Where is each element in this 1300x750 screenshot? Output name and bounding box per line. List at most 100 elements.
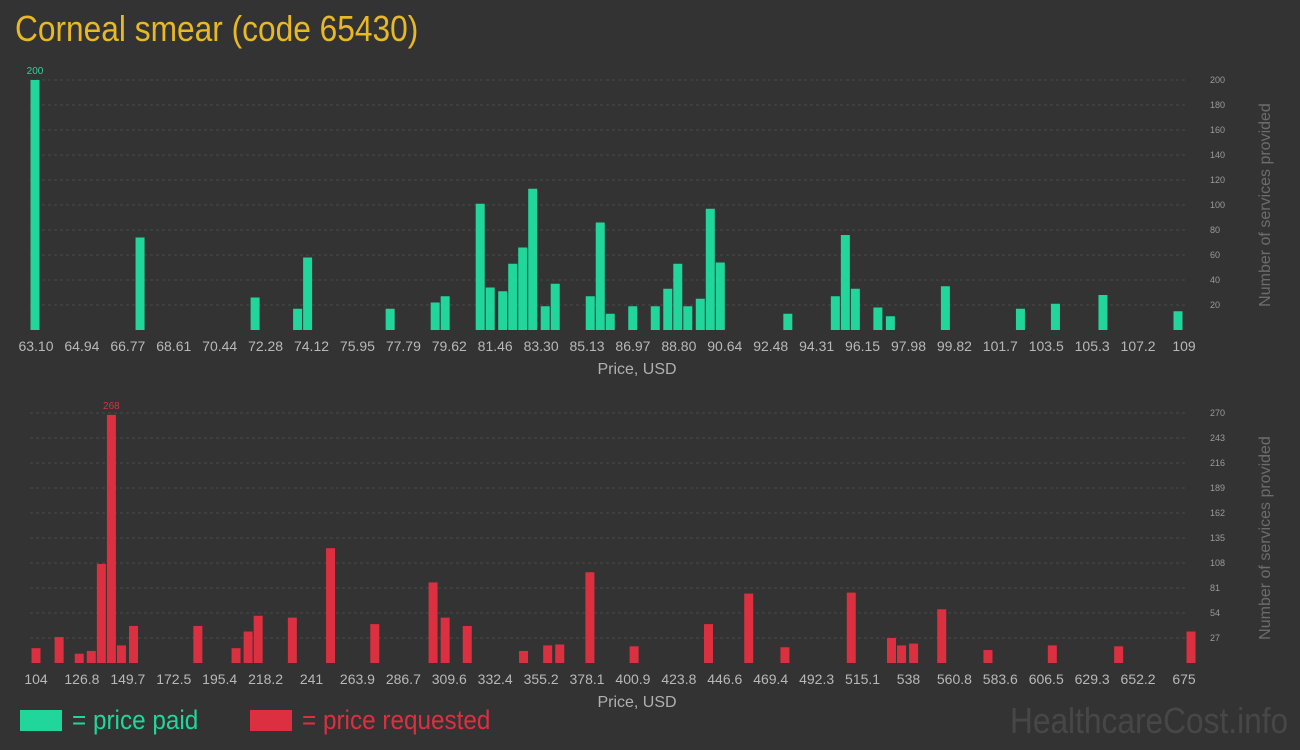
legend-item-requested: = price requested	[250, 704, 511, 736]
paid-x-tick-label: 64.94	[64, 338, 99, 354]
paid-bar	[485, 287, 495, 330]
paid-y-tick-label: 40	[1210, 275, 1220, 285]
paid-bar	[585, 296, 595, 330]
paid-bar	[385, 308, 395, 330]
paid-bar	[475, 203, 485, 330]
paid-x-tick-label: 83.30	[524, 338, 559, 354]
paid-y-tick-label: 180	[1210, 100, 1225, 110]
paid-bar	[715, 262, 725, 330]
requested-y-tick-label: 135	[1210, 533, 1225, 543]
paid-bar	[605, 313, 615, 330]
requested-bar	[231, 648, 241, 663]
requested-y-axis-title: Number of services provided	[1257, 436, 1274, 640]
paid-x-tick-label: 94.31	[799, 338, 834, 354]
site-watermark: HealthcareCost.info	[1009, 700, 1288, 741]
requested-bar	[253, 615, 263, 663]
requested-bar	[629, 646, 639, 663]
paid-x-tick-label: 92.48	[753, 338, 788, 354]
paid-y-tick-label: 160	[1210, 125, 1225, 135]
paid-x-axis-title: Price, USD	[597, 361, 676, 378]
paid-x-tick-label: 103.5	[1029, 338, 1064, 354]
requested-x-tick-label: 149.7	[110, 671, 145, 687]
paid-bar	[540, 306, 550, 330]
paid-x-tick-label: 107.2	[1121, 338, 1156, 354]
paid-bar	[595, 222, 605, 330]
requested-x-tick-label: 446.6	[707, 671, 742, 687]
requested-y-tick-label: 216	[1210, 458, 1225, 468]
requested-x-tick-label: 652.2	[1121, 671, 1156, 687]
requested-x-tick-label: 378.1	[570, 671, 605, 687]
requested-x-tick-label: 515.1	[845, 671, 880, 687]
paid-bar	[1173, 311, 1183, 330]
requested-bar	[846, 592, 856, 663]
paid-bar	[508, 263, 518, 330]
requested-x-tick-label: 218.2	[248, 671, 283, 687]
paid-bar	[783, 313, 793, 330]
paid-bar	[830, 296, 840, 330]
paid-bar	[430, 302, 440, 330]
requested-bar	[74, 653, 84, 663]
paid-x-tick-label: 105.3	[1075, 338, 1110, 354]
paid-bar	[528, 188, 538, 330]
requested-x-tick-label: 241	[300, 671, 324, 687]
requested-x-tick-label: 355.2	[524, 671, 559, 687]
paid-color-swatch	[20, 709, 62, 731]
requested-x-tick-label: 286.7	[386, 671, 421, 687]
paid-bar	[1050, 303, 1060, 330]
paid-x-tick-label: 70.44	[202, 338, 237, 354]
paid-bar	[550, 283, 560, 330]
requested-bar	[54, 637, 64, 663]
paid-x-tick-label: 101.7	[983, 338, 1018, 354]
paid-bar	[135, 237, 145, 330]
paid-x-tick-label: 74.12	[294, 338, 329, 354]
paid-bar	[705, 208, 715, 330]
paid-bar	[673, 263, 683, 330]
requested-color-swatch	[250, 709, 292, 731]
paid-x-tick-label: 81.46	[478, 338, 513, 354]
requested-bar	[1186, 631, 1196, 663]
requested-bar	[704, 624, 714, 663]
requested-bar	[1047, 645, 1057, 663]
paid-bar	[628, 306, 638, 330]
requested-bar	[983, 650, 993, 663]
requested-y-tick-label: 162	[1210, 508, 1225, 518]
requested-bar	[106, 414, 116, 663]
paid-bar	[663, 288, 673, 330]
requested-price-chart: 27 54 81 108 135 162 189 216 243 270 268 104 126.8 14…	[24, 401, 1274, 711]
requested-bar	[243, 631, 253, 663]
requested-peak-label: 268	[103, 401, 120, 412]
paid-bar	[440, 296, 450, 330]
requested-x-tick-label: 172.5	[156, 671, 191, 687]
paid-price-chart: 20 40 60 80 100 120 140 160 180 200 200 63.10 64.94 6…	[18, 66, 1274, 378]
paid-peak-label: 200	[27, 66, 44, 77]
paid-x-tick-label: 72.28	[248, 338, 283, 354]
requested-x-tick-label: 195.4	[202, 671, 237, 687]
requested-x-tick-label: 492.3	[799, 671, 834, 687]
requested-bar	[193, 625, 203, 663]
legend-label-requested: = price requested	[302, 704, 491, 735]
requested-bar	[440, 617, 450, 663]
paid-bar	[303, 257, 313, 330]
requested-x-tick-label: 675	[1172, 671, 1196, 687]
requested-x-tick-label: 126.8	[64, 671, 99, 687]
requested-bar	[462, 625, 472, 663]
requested-y-tick-label: 243	[1210, 433, 1225, 443]
paid-x-tick-label: 96.15	[845, 338, 880, 354]
requested-bar	[909, 643, 919, 663]
requested-bar	[96, 563, 106, 663]
paid-bar	[1015, 308, 1025, 330]
requested-x-tick-label: 606.5	[1029, 671, 1064, 687]
paid-x-tick-label: 66.77	[110, 338, 145, 354]
requested-bar	[31, 648, 41, 663]
requested-y-tick-label: 189	[1210, 483, 1225, 493]
paid-x-tick-label: 109	[1172, 338, 1196, 354]
requested-bar	[116, 645, 126, 663]
requested-bar	[886, 638, 896, 663]
paid-x-tick-label: 90.64	[707, 338, 742, 354]
requested-bar	[370, 624, 380, 663]
requested-x-tick-label: 332.4	[478, 671, 513, 687]
requested-x-tick-label: 400.9	[615, 671, 650, 687]
requested-y-tick-label: 108	[1210, 558, 1225, 568]
paid-x-tick-label: 86.97	[615, 338, 650, 354]
paid-bar	[873, 307, 883, 330]
